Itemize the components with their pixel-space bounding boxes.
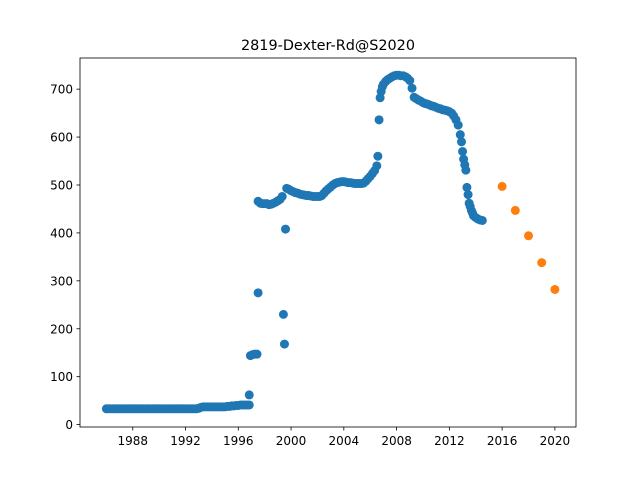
x-tick-label: 2004 — [329, 434, 360, 448]
forecast-point — [497, 181, 507, 191]
y-tick-label: 400 — [50, 226, 73, 240]
x-axis-ticks: 1988 1992 1996 2000 2004 2008 2012 2016 2020 — [117, 427, 570, 448]
data-points — [101, 70, 560, 414]
y-tick-label: 100 — [50, 370, 73, 384]
historical-point — [455, 130, 465, 140]
historical-point — [373, 151, 383, 161]
y-axis-ticks: 0 100 200 300 400 500 600 700 — [50, 83, 80, 432]
historical-point — [244, 390, 254, 400]
chart-title: 2819-Dexter-Rd@S2020 — [241, 38, 415, 54]
x-tick-label: 1988 — [117, 434, 148, 448]
forecast-point — [524, 231, 534, 241]
historical-point — [253, 288, 263, 298]
plot-area-frame — [79, 57, 577, 428]
x-tick-label: 2008 — [381, 434, 412, 448]
historical-point — [457, 137, 466, 147]
y-tick-label: 600 — [50, 131, 73, 145]
y-tick-label: 300 — [50, 274, 73, 288]
historical-point — [458, 146, 468, 156]
x-tick-label: 2016 — [487, 434, 518, 448]
forecast-point — [510, 205, 520, 215]
y-tick-label: 0 — [65, 418, 73, 432]
historical-point — [477, 215, 487, 225]
historical-point — [453, 120, 463, 130]
x-tick-label: 2020 — [540, 434, 571, 448]
historical-point — [278, 309, 288, 319]
historical-point — [277, 191, 287, 201]
y-tick-label: 200 — [50, 322, 73, 336]
historical-point — [374, 115, 384, 125]
historical-point — [279, 339, 289, 349]
historical-point — [463, 190, 473, 200]
forecast-point — [537, 258, 547, 268]
y-tick-label: 700 — [50, 83, 73, 97]
x-tick-label: 1996 — [223, 434, 254, 448]
historical-point — [244, 400, 254, 410]
historical-point — [462, 182, 472, 192]
historical-point — [372, 161, 382, 171]
x-tick-label: 2012 — [434, 434, 465, 448]
historical-point — [407, 83, 417, 93]
historical-point — [252, 349, 262, 359]
x-tick-label: 2000 — [276, 434, 307, 448]
x-tick-label: 1992 — [170, 434, 201, 448]
historical-point — [281, 224, 291, 234]
y-tick-label: 500 — [50, 178, 73, 192]
historical-point — [405, 76, 415, 86]
historical-point — [461, 165, 471, 175]
forecast-point — [550, 284, 560, 294]
